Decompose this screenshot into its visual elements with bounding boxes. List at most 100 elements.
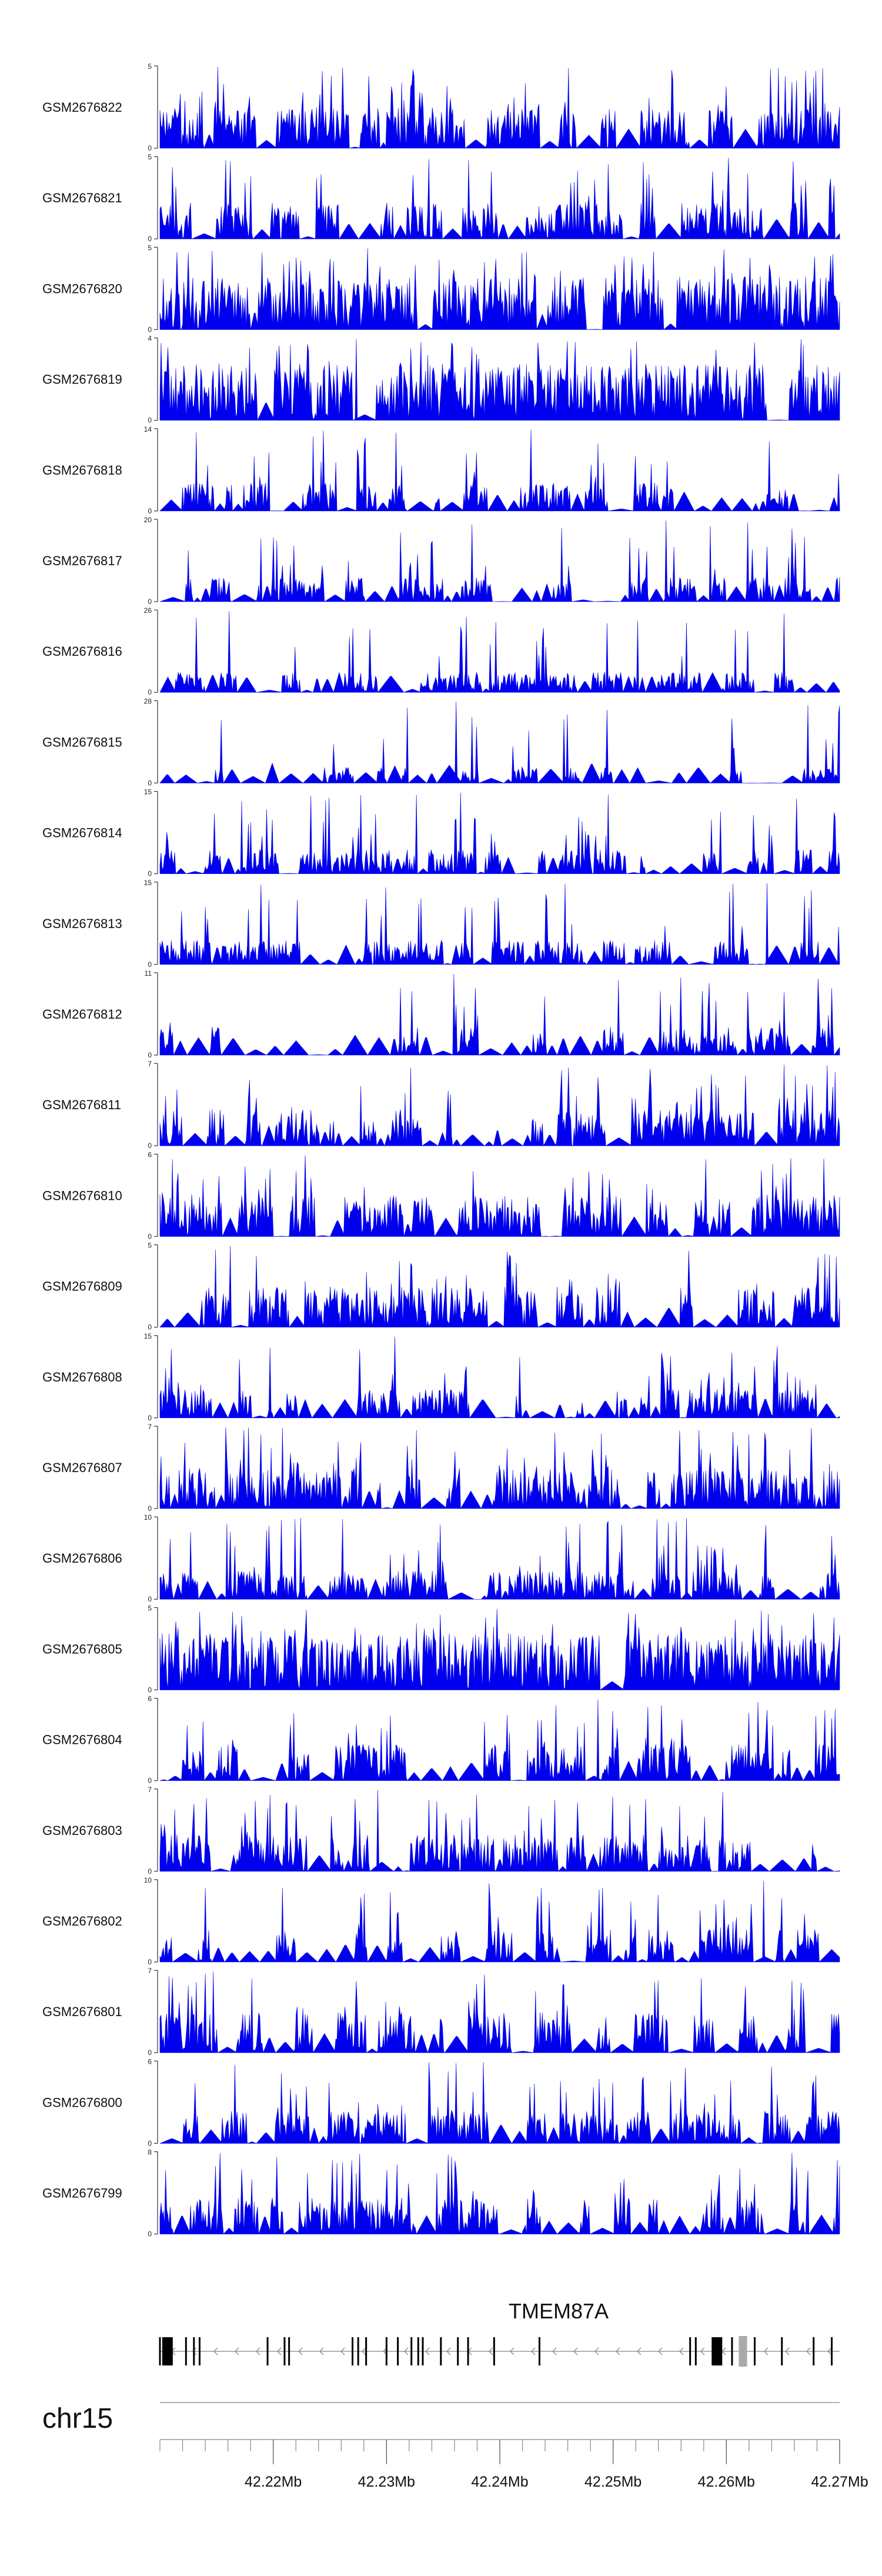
strand-chevron bbox=[425, 2347, 430, 2355]
y-max-label: 6 bbox=[148, 2057, 152, 2066]
axis-tick-label: 42.23Mb bbox=[358, 2474, 415, 2490]
y-max-label: 7 bbox=[148, 1060, 152, 1068]
gene-exon bbox=[185, 2337, 187, 2365]
gene-exon bbox=[440, 2337, 442, 2365]
gene-exon bbox=[422, 2337, 424, 2365]
track-label: GSM2676815 bbox=[42, 735, 122, 749]
strand-chevron bbox=[785, 2347, 790, 2355]
y-max-label: 5 bbox=[148, 1604, 152, 1612]
coverage-area bbox=[159, 66, 840, 149]
coverage-area bbox=[159, 248, 840, 331]
track-label: GSM2676805 bbox=[42, 1641, 122, 1656]
axis-tick-label: 42.27Mb bbox=[811, 2474, 868, 2490]
coverage-area bbox=[159, 1065, 840, 1147]
gene-exon bbox=[397, 2337, 399, 2365]
track-GSM2676818: GSM2676818 14 0 bbox=[42, 425, 840, 515]
track-label: GSM2676820 bbox=[42, 281, 122, 296]
gene-track: TMEM87A bbox=[159, 2299, 840, 2367]
track-label: GSM2676810 bbox=[42, 1188, 122, 1203]
y-max-label: 20 bbox=[144, 516, 152, 524]
strand-chevron bbox=[658, 2347, 663, 2355]
y-max-label: 7 bbox=[148, 1786, 152, 1794]
y-min-label: 0 bbox=[148, 779, 152, 787]
gene-name-label: TMEM87A bbox=[509, 2299, 609, 2323]
coverage-area bbox=[159, 792, 840, 875]
coverage-area bbox=[159, 702, 840, 784]
gene-noncoding-exon bbox=[739, 2336, 747, 2367]
y-min-label: 0 bbox=[148, 325, 152, 333]
gene-exon bbox=[357, 2337, 359, 2365]
strand-chevron bbox=[510, 2347, 514, 2355]
strand-chevron bbox=[573, 2347, 578, 2355]
track-GSM2676812: GSM2676812 11 0 bbox=[42, 969, 840, 1059]
track-GSM2676813: GSM2676813 15 0 bbox=[42, 879, 840, 969]
y-max-label: 15 bbox=[144, 788, 152, 796]
gene-exon bbox=[754, 2337, 756, 2365]
strand-chevron bbox=[489, 2347, 493, 2355]
gene-utr-block bbox=[711, 2337, 723, 2365]
track-label: GSM2676802 bbox=[42, 1914, 122, 1928]
coverage-area bbox=[159, 520, 840, 602]
track-GSM2676814: GSM2676814 15 0 bbox=[42, 788, 840, 878]
y-max-label: 10 bbox=[144, 1876, 152, 1884]
track-label: GSM2676808 bbox=[42, 1370, 122, 1384]
strand-chevron bbox=[679, 2347, 684, 2355]
y-min-label: 0 bbox=[148, 1686, 152, 1694]
gene-exon bbox=[410, 2337, 413, 2365]
gene-exon bbox=[781, 2337, 783, 2365]
y-max-label: 11 bbox=[145, 969, 152, 977]
y-max-label: 5 bbox=[148, 1242, 152, 1250]
gene-exon bbox=[467, 2337, 469, 2365]
y-max-label: 7 bbox=[148, 1967, 152, 1975]
coverage-area bbox=[159, 1336, 840, 1419]
track-GSM2676819: GSM2676819 4 0 bbox=[42, 335, 840, 425]
y-min-label: 0 bbox=[148, 1867, 152, 1876]
track-label: GSM2676801 bbox=[42, 2004, 122, 2019]
track-GSM2676815: GSM2676815 28 0 bbox=[42, 697, 840, 787]
gene-exon bbox=[385, 2337, 387, 2365]
coverage-area bbox=[159, 429, 840, 512]
strand-chevron bbox=[637, 2347, 642, 2355]
track-label: GSM2676817 bbox=[42, 553, 122, 568]
y-min-label: 0 bbox=[148, 2230, 152, 2238]
track-GSM2676808: GSM2676808 15 0 bbox=[42, 1332, 840, 1422]
track-label: GSM2676814 bbox=[42, 826, 122, 840]
coverage-area bbox=[159, 1699, 840, 1781]
gene-exon bbox=[831, 2337, 833, 2365]
strand-chevron bbox=[827, 2347, 832, 2355]
coverage-area bbox=[159, 1518, 840, 1600]
track-GSM2676804: GSM2676804 6 0 bbox=[42, 1695, 840, 1785]
signal-tracks: GSM267682250GSM267682150GSM267682050GSM2… bbox=[42, 62, 840, 2238]
strand-chevron bbox=[277, 2347, 282, 2355]
track-GSM2676821: GSM2676821 5 0 bbox=[42, 153, 840, 243]
y-max-label: 8 bbox=[148, 2148, 152, 2157]
track-label: GSM2676807 bbox=[42, 1460, 122, 1475]
track-label: GSM2676799 bbox=[42, 2186, 122, 2201]
axis-tick-label: 42.25Mb bbox=[584, 2474, 642, 2490]
strand-chevron bbox=[404, 2347, 409, 2355]
track-label: GSM2676809 bbox=[42, 1279, 122, 1294]
coverage-area bbox=[159, 1155, 840, 1237]
track-GSM2676799: GSM2676799 8 0 bbox=[42, 2148, 840, 2238]
track-label: GSM2676811 bbox=[42, 1097, 121, 1112]
y-min-label: 0 bbox=[148, 1051, 152, 1059]
track-GSM2676800: GSM2676800 6 0 bbox=[42, 2057, 840, 2147]
strand-chevron bbox=[806, 2347, 811, 2355]
y-min-label: 0 bbox=[148, 688, 152, 696]
axis-tick-label: 42.22Mb bbox=[245, 2474, 302, 2490]
y-min-label: 0 bbox=[148, 144, 152, 152]
strand-chevron bbox=[298, 2347, 303, 2355]
track-label: GSM2676821 bbox=[42, 191, 122, 205]
gene-exon bbox=[283, 2337, 286, 2365]
coverage-area bbox=[159, 158, 840, 240]
track-label: GSM2676800 bbox=[42, 2095, 122, 2110]
track-GSM2676802: GSM2676802 10 0 bbox=[42, 1876, 840, 1966]
gene-exon bbox=[198, 2337, 201, 2365]
track-GSM2676806: GSM2676806 10 0 bbox=[42, 1513, 840, 1603]
y-max-label: 5 bbox=[148, 153, 152, 161]
coverage-area bbox=[159, 1427, 840, 1510]
track-label: GSM2676813 bbox=[42, 916, 122, 931]
axis-tick-label: 42.24Mb bbox=[471, 2474, 528, 2490]
y-min-label: 0 bbox=[148, 1323, 152, 1332]
